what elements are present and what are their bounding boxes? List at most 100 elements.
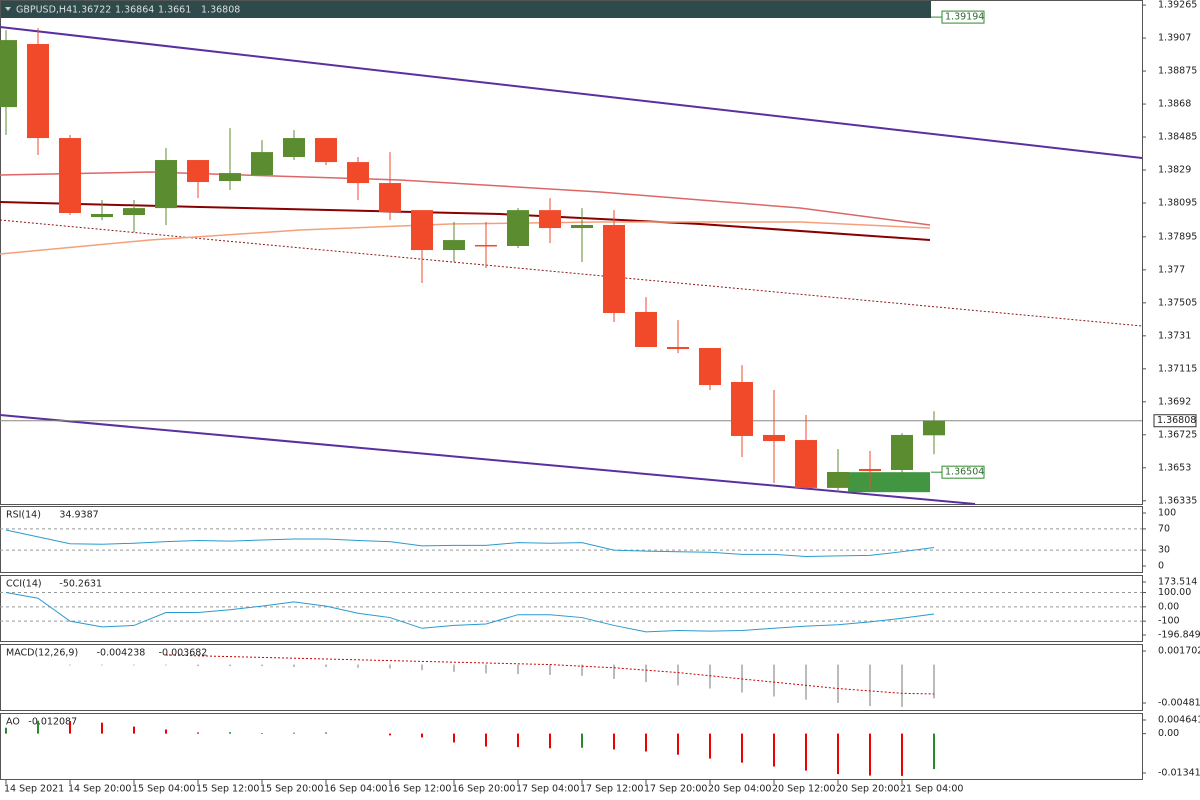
indicator-name: RSI(14) bbox=[6, 510, 41, 521]
indicator-tick-label: 70 bbox=[1158, 523, 1170, 534]
indicator-value: -0.004238 bbox=[97, 648, 146, 659]
price-tick-label: 1.3653 bbox=[1158, 462, 1191, 473]
candle-body bbox=[347, 162, 369, 184]
ma-mid bbox=[0, 201, 931, 241]
candle-body bbox=[379, 183, 401, 212]
ma-fast bbox=[0, 221, 931, 255]
indicator-tick-label: 173.514 bbox=[1158, 577, 1197, 588]
channel-lower bbox=[0, 414, 976, 505]
time-label: 17 Sep 04:00 bbox=[516, 784, 579, 795]
price-tick-label: 1.3907 bbox=[1158, 33, 1191, 44]
level-label: 1.36504 bbox=[945, 467, 984, 478]
channel-lines bbox=[0, 26, 1143, 505]
bid-label-box bbox=[1153, 414, 1197, 428]
indicator-line bbox=[5, 529, 935, 557]
candle-body bbox=[27, 43, 49, 139]
price-tick-label: 1.37505 bbox=[1158, 297, 1197, 308]
price-tick-label: 1.377 bbox=[1158, 264, 1185, 275]
time-label: 16 Sep 04:00 bbox=[324, 784, 387, 795]
candle-body bbox=[0, 40, 17, 108]
price-tick-label: 1.38095 bbox=[1158, 198, 1197, 209]
indicator-tick-label: -196.849 bbox=[1158, 630, 1200, 641]
time-label: 15 Sep 20:00 bbox=[260, 784, 323, 795]
candle-body bbox=[571, 225, 593, 229]
price-tick-label: 1.38875 bbox=[1158, 66, 1197, 77]
price-tick-label: 1.36725 bbox=[1158, 429, 1197, 440]
level-label: 1.39194 bbox=[945, 12, 984, 23]
time-label: 14 Sep 20:00 bbox=[68, 784, 131, 795]
candle-body bbox=[507, 210, 529, 246]
price-tick-label: 1.3868 bbox=[1158, 99, 1191, 110]
price-tick-label: 1.3692 bbox=[1158, 396, 1191, 407]
bid-label: 1.36808 bbox=[1157, 415, 1196, 426]
price-tick-label: 1.3829 bbox=[1158, 165, 1191, 176]
time-label: 14 Sep 2021 bbox=[4, 784, 64, 795]
macd-signal-value: -0.003682 bbox=[159, 648, 208, 659]
price-tick-label: 1.38485 bbox=[1158, 132, 1197, 143]
indicator-tick-label: 100 bbox=[1158, 508, 1176, 519]
candle-body bbox=[859, 468, 881, 471]
indicator-tick-label: -0.013419 bbox=[1158, 768, 1200, 779]
indicator-tick-label: -0.004814 bbox=[1158, 698, 1200, 709]
header-ohlc: 1.36722 bbox=[72, 5, 111, 16]
indicator-tick-label: 100.00 bbox=[1158, 587, 1191, 598]
candle-body bbox=[891, 434, 913, 470]
indicator-tick-label: 0.00 bbox=[1158, 728, 1179, 739]
header-bar bbox=[1, 1, 931, 18]
candle-body bbox=[699, 348, 721, 386]
indicator-tick-label: 0.00 bbox=[1158, 601, 1179, 612]
candle-body bbox=[155, 160, 177, 209]
time-label: 20 Sep 20:00 bbox=[836, 784, 899, 795]
candle-body bbox=[411, 210, 433, 251]
level-label-box bbox=[941, 10, 985, 24]
candle-body bbox=[251, 152, 273, 176]
time-label: 16 Sep 12:00 bbox=[388, 784, 451, 795]
time-label: 17 Sep 20:00 bbox=[644, 784, 707, 795]
price-tick-label: 1.36335 bbox=[1158, 495, 1197, 506]
price-tick-label: 1.39265 bbox=[1158, 0, 1197, 11]
indicator-tick-label: 0.004641 bbox=[1158, 715, 1200, 726]
ma-slow bbox=[0, 171, 931, 226]
price-tick-label: 1.37115 bbox=[1158, 363, 1197, 374]
header-arrow bbox=[5, 7, 11, 11]
indicator-tick-label: -100 bbox=[1158, 616, 1180, 627]
rsi-panel bbox=[0, 506, 1143, 573]
level-label-box bbox=[941, 465, 985, 479]
candle-body bbox=[795, 440, 817, 488]
indicator-name: CCI(14) bbox=[6, 579, 42, 590]
indicator-tick-label: 0.001702 bbox=[1158, 646, 1200, 657]
candle-body bbox=[443, 240, 465, 251]
indicator-tick-label: 0 bbox=[1158, 561, 1164, 572]
time-label: 17 Sep 12:00 bbox=[580, 784, 643, 795]
moving-averages bbox=[0, 171, 931, 255]
price-tick-label: 1.3731 bbox=[1158, 330, 1191, 341]
level-zone bbox=[848, 472, 930, 493]
indicator-value: -0.012087 bbox=[28, 717, 77, 728]
channel-mid bbox=[0, 219, 1143, 327]
candle-body bbox=[539, 210, 561, 229]
time-label: 15 Sep 12:00 bbox=[196, 784, 259, 795]
indicator-line bbox=[5, 592, 935, 633]
candle-body bbox=[219, 173, 241, 182]
price-tick-label: 1.37895 bbox=[1158, 231, 1197, 242]
indicator-tick-label: 30 bbox=[1158, 545, 1170, 556]
channel-upper bbox=[0, 26, 1143, 159]
candle-body bbox=[59, 138, 81, 213]
candle-body bbox=[667, 346, 689, 350]
header-ohlc: 1.36864 bbox=[115, 5, 154, 16]
cci-panel bbox=[0, 575, 1143, 642]
time-label: 16 Sep 20:00 bbox=[452, 784, 515, 795]
candle-body bbox=[475, 244, 497, 247]
indicator-value: -50.2631 bbox=[59, 579, 102, 590]
candle-body bbox=[123, 208, 145, 216]
indicator-name: MACD(12,26,9) bbox=[6, 648, 78, 659]
ao-panel bbox=[0, 713, 1143, 780]
header-ohlc: 1.3661 bbox=[158, 5, 191, 16]
header-symbol: GBPUSD,H4 bbox=[16, 5, 72, 16]
candle-body bbox=[731, 382, 753, 436]
candle-body bbox=[635, 311, 657, 347]
candle-body bbox=[603, 225, 625, 313]
candle-body bbox=[91, 214, 113, 218]
indicator-name: AO bbox=[6, 717, 20, 728]
